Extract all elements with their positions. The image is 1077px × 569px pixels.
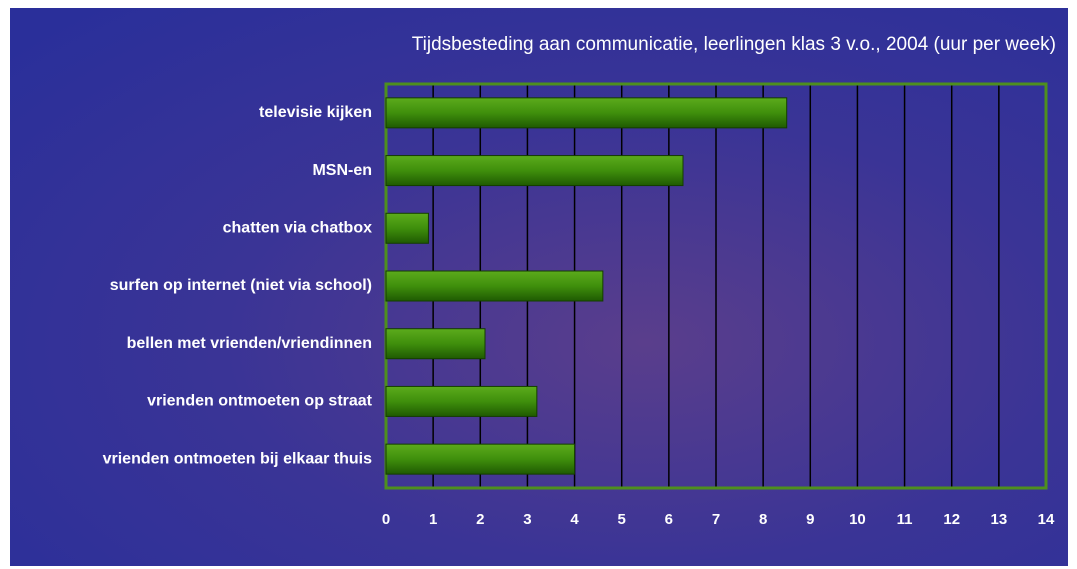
bar: [386, 213, 428, 243]
y-tick-label: chatten via chatbox: [223, 220, 372, 237]
x-tick-label: 10: [849, 511, 866, 528]
bar: [386, 156, 683, 186]
x-tick-label: 12: [943, 511, 960, 528]
y-tick-label: vrienden ontmoeten bij elkaar thuis: [103, 450, 372, 467]
x-tick-label: 5: [618, 511, 626, 528]
y-tick-label: vrienden ontmoeten op straat: [147, 393, 373, 410]
x-tick-label: 4: [570, 511, 579, 528]
x-tick-label: 1: [429, 511, 437, 528]
x-tick-label: 2: [476, 511, 484, 528]
bar: [386, 444, 575, 474]
x-tick-label: 6: [665, 511, 673, 528]
x-tick-label: 13: [991, 511, 1008, 528]
y-tick-label: surfen op internet (niet via school): [110, 277, 372, 294]
chart-title: Tijdsbesteding aan communicatie, leerlin…: [412, 34, 1056, 55]
y-tick-label: televisie kijken: [259, 104, 372, 121]
chart: Tijdsbesteding aan communicatie, leerlin…: [0, 0, 1077, 569]
y-tick-label: bellen met vrienden/vriendinnen: [127, 335, 372, 352]
x-tick-label: 3: [523, 511, 531, 528]
x-tick-label: 0: [382, 511, 390, 528]
bar: [386, 271, 603, 301]
x-tick-label: 7: [712, 511, 720, 528]
bar: [386, 386, 537, 416]
x-tick-label: 9: [806, 511, 814, 528]
y-tick-label: MSN-en: [312, 162, 372, 179]
bar: [386, 329, 485, 359]
x-tick-label: 14: [1038, 511, 1055, 528]
x-tick-label: 8: [759, 511, 767, 528]
x-tick-label: 11: [897, 511, 913, 528]
bar: [386, 98, 787, 128]
